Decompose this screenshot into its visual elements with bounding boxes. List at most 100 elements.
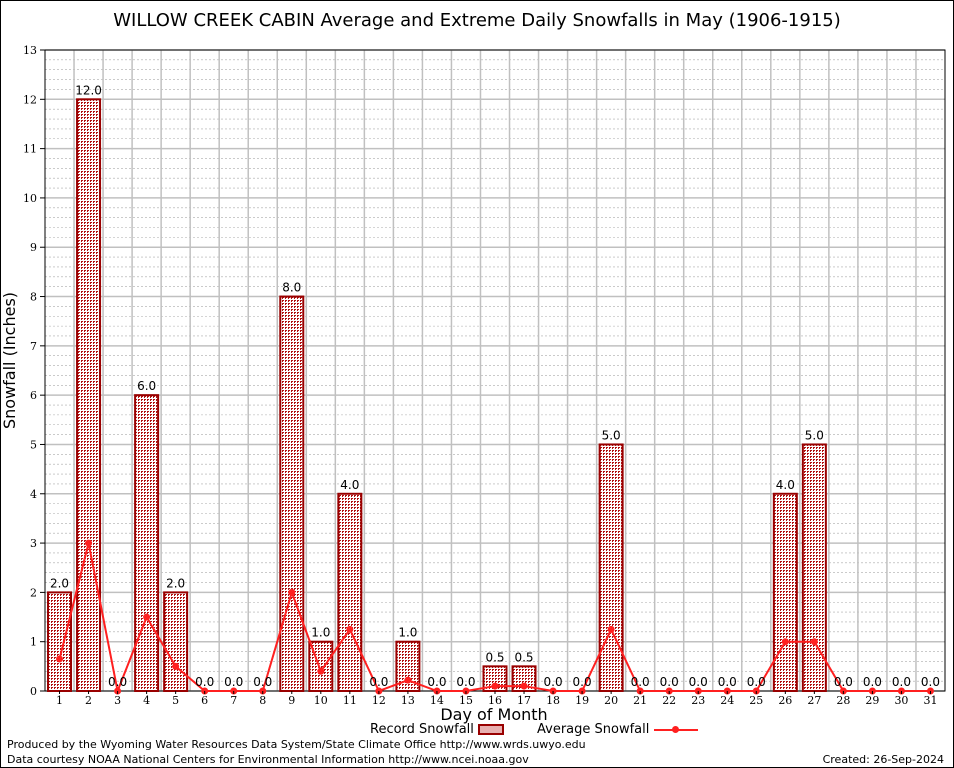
x-tick-label: 2: [85, 694, 92, 707]
bar-value-label: 0.0: [544, 675, 563, 689]
x-tick-label: 6: [201, 694, 208, 707]
footer-produced-by: Produced by the Wyoming Water Resources …: [7, 738, 586, 751]
bar-value-label: 0.0: [892, 675, 911, 689]
bar-value-label: 6.0: [137, 379, 156, 393]
x-tick-label: 16: [488, 694, 502, 707]
x-tick-label: 24: [720, 694, 734, 707]
average-point: [781, 638, 789, 646]
bar-value-label: 0.0: [456, 675, 475, 689]
bar-value-label: 5.0: [602, 428, 621, 442]
average-point: [143, 613, 151, 621]
x-tick-label: 20: [604, 694, 618, 707]
y-tick-label: 8: [30, 291, 37, 304]
x-tick-label: 22: [662, 694, 676, 707]
record-bar: [163, 591, 189, 693]
average-point: [607, 625, 615, 633]
bar-value-label: 4.0: [776, 478, 795, 492]
average-point: [346, 625, 354, 633]
x-tick-label: 3: [114, 694, 121, 707]
x-tick-label: 27: [807, 694, 821, 707]
footer-courtesy: Data courtesy NOAA National Centers for …: [7, 753, 529, 766]
average-point: [317, 667, 325, 675]
x-tick-label: 14: [430, 694, 444, 707]
bar-value-label: 0.0: [427, 675, 446, 689]
bar-value-label: 0.0: [718, 675, 737, 689]
y-tick-label: 0: [30, 685, 37, 698]
x-tick-label: 4: [143, 694, 150, 707]
x-tick-label: 12: [372, 694, 386, 707]
y-tick-label: 11: [23, 143, 37, 156]
record-bar: [134, 394, 160, 692]
bar-value-label: 0.0: [863, 675, 882, 689]
y-tick-label: 3: [30, 537, 37, 550]
average-point: [491, 682, 499, 690]
x-tick-label: 9: [288, 694, 295, 707]
x-tick-label: 28: [836, 694, 850, 707]
x-axis-label: Day of Month: [440, 705, 548, 724]
legend-average: Average Snowfall: [537, 723, 698, 737]
x-tick-label: 29: [865, 694, 879, 707]
bar-value-label: 0.5: [514, 650, 533, 664]
x-tick-label: 10: [314, 694, 328, 707]
bar-value-label: 1.0: [311, 626, 330, 640]
x-tick-label: 31: [923, 694, 937, 707]
x-tick-label: 19: [575, 694, 589, 707]
y-tick-label: 1: [30, 636, 37, 649]
y-axis-label: Snowfall (Inches): [0, 291, 19, 429]
x-tick-label: 21: [633, 694, 647, 707]
bar-value-label: 8.0: [282, 281, 301, 295]
legend-record: Record Snowfall: [370, 722, 505, 737]
bar-value-label: 0.0: [689, 675, 708, 689]
y-tick-label: 6: [30, 389, 37, 402]
average-point: [810, 638, 818, 646]
y-tick-label: 5: [30, 438, 37, 451]
y-tick-label: 7: [30, 340, 37, 353]
bar-value-label: 4.0: [340, 478, 359, 492]
legend-average-line-icon: [653, 725, 698, 733]
x-tick-label: 5: [172, 694, 179, 707]
average-point: [172, 662, 180, 670]
y-tick-label: 4: [30, 488, 37, 501]
bar-value-label: 12.0: [75, 83, 102, 97]
bar-value-label: 0.0: [195, 675, 214, 689]
y-tick-label: 13: [23, 44, 37, 57]
bar-value-label: 2.0: [166, 576, 185, 590]
x-tick-label: 26: [778, 694, 792, 707]
bar-value-label: 0.0: [573, 675, 592, 689]
x-tick-label: 13: [401, 694, 415, 707]
y-tick-label: 10: [23, 192, 37, 205]
x-tick-label: 25: [749, 694, 763, 707]
x-tick-label: 15: [459, 694, 473, 707]
x-tick-label: 18: [546, 694, 560, 707]
bar-value-label: 0.0: [108, 675, 127, 689]
average-point: [288, 588, 296, 596]
bar-value-label: 5.0: [805, 428, 824, 442]
bar-value-label: 0.0: [747, 675, 766, 689]
legend-record-label: Record Snowfall: [370, 722, 474, 737]
y-tick-label: 12: [23, 93, 37, 106]
bar-value-label: 0.0: [253, 675, 272, 689]
record-bar: [76, 98, 102, 693]
bar-value-label: 0.0: [369, 675, 388, 689]
x-tick-label: 7: [230, 694, 237, 707]
record-bar: [279, 295, 305, 692]
record-bar: [598, 443, 624, 693]
bar-value-label: 2.0: [50, 576, 69, 590]
record-bar: [47, 591, 73, 693]
record-bar: [337, 492, 363, 692]
bar-value-label: 0.0: [631, 675, 650, 689]
x-tick-label: 1: [56, 694, 63, 707]
bar-value-label: 1.0: [398, 626, 417, 640]
y-tick-label: 2: [30, 586, 37, 599]
x-tick-label: 23: [691, 694, 705, 707]
x-tick-label: 17: [517, 694, 531, 707]
average-point: [56, 655, 64, 663]
average-point: [404, 676, 412, 684]
legend-average-label: Average Snowfall: [537, 722, 650, 737]
average-point: [520, 682, 528, 690]
bar-value-label: 0.0: [660, 675, 679, 689]
record-bar: [772, 492, 798, 692]
y-tick-label: 9: [30, 241, 37, 254]
average-point: [85, 539, 93, 547]
